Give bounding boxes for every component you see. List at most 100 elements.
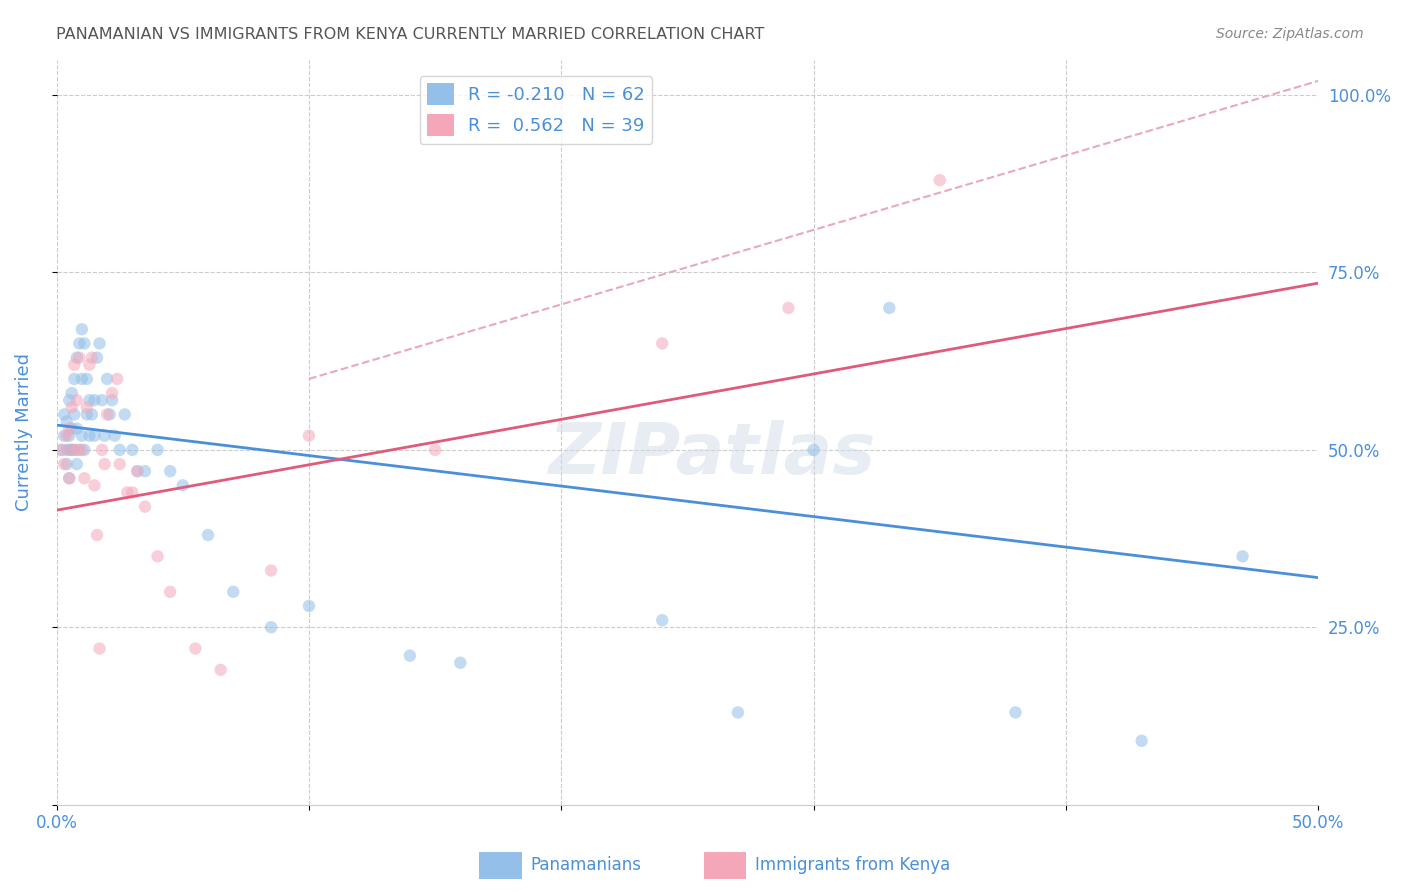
Point (55, 428, 77, 442)
Point (51, 442, 73, 457)
Point (79, 428, 101, 442)
Point (127, 464, 149, 478)
Point (98, 408, 121, 422)
Point (70, 442, 93, 457)
Point (66, 457, 89, 471)
Point (76, 401, 98, 415)
Point (67, 336, 90, 351)
Point (134, 464, 156, 478)
Point (727, 706, 749, 720)
Point (117, 485, 139, 500)
Point (70, 372, 93, 386)
Point (96, 408, 118, 422)
Point (63, 372, 86, 386)
Point (651, 613, 673, 627)
Point (80, 408, 103, 422)
Point (96, 372, 118, 386)
Point (651, 336, 673, 351)
Text: PANAMANIAN VS IMMIGRANTS FROM KENYA CURRENTLY MARRIED CORRELATION CHART: PANAMANIAN VS IMMIGRANTS FROM KENYA CURR… (56, 27, 765, 42)
Point (91, 393, 114, 408)
Point (146, 549, 169, 564)
Point (146, 442, 169, 457)
Point (76, 408, 98, 422)
Point (83, 428, 105, 442)
Point (60, 442, 83, 457)
Point (53, 457, 76, 471)
Legend: R = -0.210   N = 62, R =  0.562   N = 39: R = -0.210 N = 62, R = 0.562 N = 39 (419, 76, 652, 144)
Point (298, 599, 321, 613)
Point (63, 358, 86, 372)
Point (80, 351, 103, 365)
Point (70, 322, 93, 336)
Point (423, 442, 446, 457)
Point (60, 421, 83, 435)
Point (70, 428, 93, 442)
Point (89, 336, 111, 351)
Point (127, 464, 149, 478)
Point (159, 584, 181, 599)
Point (86, 528, 108, 542)
Point (55, 442, 77, 457)
Point (93, 428, 115, 442)
Point (63, 442, 86, 457)
Point (928, 173, 950, 187)
Point (104, 428, 127, 442)
Point (260, 620, 283, 634)
Point (58, 421, 80, 435)
Point (67, 442, 90, 457)
Point (108, 457, 131, 471)
Point (209, 663, 232, 677)
Point (53, 408, 76, 422)
Point (108, 442, 131, 457)
Point (58, 471, 80, 485)
Point (55, 415, 77, 429)
Point (89, 641, 111, 656)
Text: ZIPatlas: ZIPatlas (548, 420, 876, 489)
Point (91, 442, 114, 457)
Point (60, 401, 83, 415)
Point (134, 500, 156, 514)
Point (260, 564, 283, 578)
Point (121, 485, 143, 500)
Point (101, 386, 124, 401)
Point (197, 528, 219, 542)
Point (58, 471, 80, 485)
Point (63, 408, 86, 422)
Point (879, 301, 901, 315)
Point (83, 478, 105, 492)
Point (73, 442, 96, 457)
Point (105, 372, 128, 386)
Point (222, 584, 245, 599)
Point (121, 442, 143, 457)
Point (67, 351, 90, 365)
Text: Source: ZipAtlas.com: Source: ZipAtlas.com (1216, 27, 1364, 41)
Point (66, 393, 89, 408)
Text: Immigrants from Kenya: Immigrants from Kenya (755, 856, 950, 874)
Point (66, 421, 89, 435)
Point (159, 464, 181, 478)
Point (58, 428, 80, 442)
Point (60, 386, 83, 401)
Point (184, 641, 207, 656)
Point (58, 442, 80, 457)
Point (73, 471, 96, 485)
Point (114, 408, 136, 422)
Point (51, 442, 73, 457)
Point (66, 442, 89, 457)
Point (298, 428, 321, 442)
Point (83, 393, 105, 408)
Point (66, 351, 89, 365)
Point (60, 442, 83, 457)
Point (55, 457, 77, 471)
Point (1232, 549, 1254, 564)
Point (58, 393, 80, 408)
Point (76, 372, 98, 386)
Point (86, 351, 108, 365)
Point (778, 301, 800, 315)
Point (101, 393, 124, 408)
Point (449, 656, 471, 670)
Point (79, 393, 101, 408)
Point (172, 478, 194, 492)
Point (53, 428, 76, 442)
Point (79, 358, 101, 372)
